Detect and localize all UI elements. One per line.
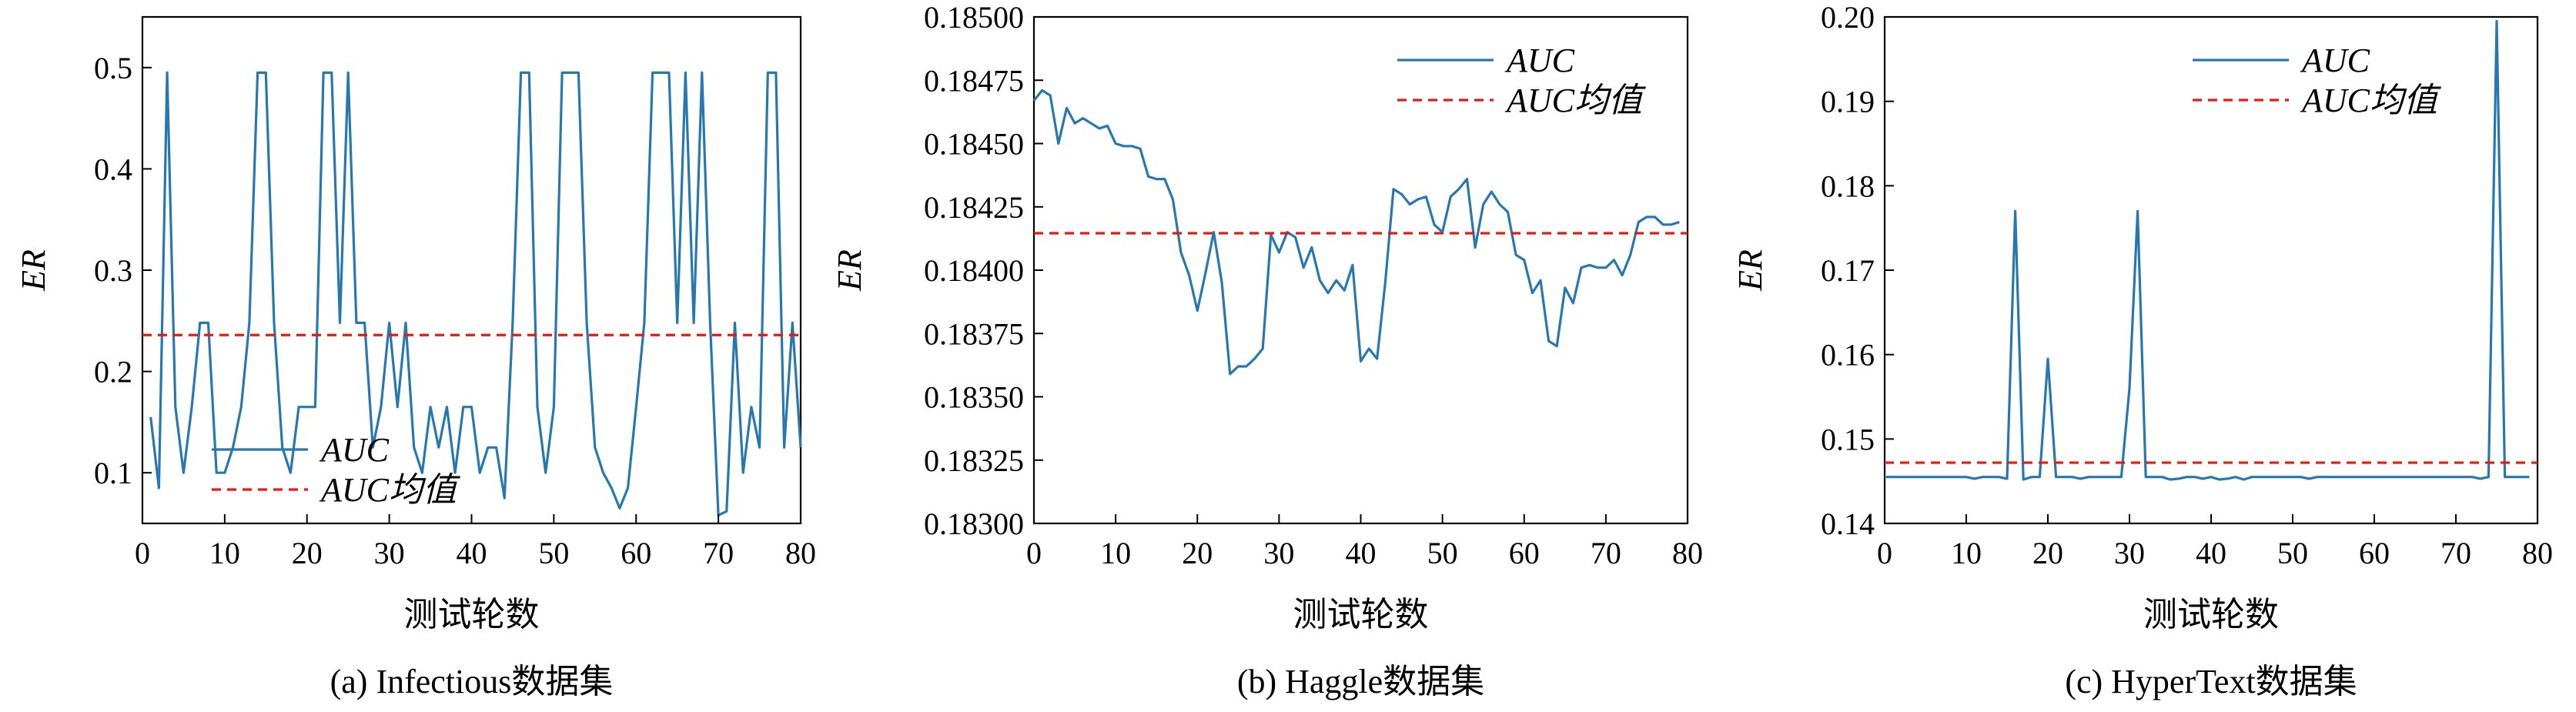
y-axis-label: ER — [15, 249, 52, 292]
y-tick-label: 0.16 — [1821, 338, 1875, 373]
y-tick-label: 0.17 — [1821, 253, 1875, 288]
legend-mean-label: AUC均值 — [1504, 82, 1646, 119]
x-tick-label: 60 — [1509, 536, 1540, 570]
auc-series-line — [149, 71, 802, 517]
y-tick-label: 0.18300 — [924, 506, 1024, 541]
x-tick-label: 70 — [703, 536, 734, 570]
legend-auc-label: AUC — [319, 431, 390, 469]
x-tick-label: 60 — [621, 536, 651, 570]
y-tick-label: 0.20 — [1821, 0, 1875, 35]
x-tick-label: 40 — [1346, 536, 1377, 570]
x-tick-label: 20 — [1182, 536, 1213, 570]
x-axis-label: 测试轮数 — [404, 596, 540, 633]
x-tick-label: 10 — [1100, 536, 1131, 570]
y-tick-label: 0.18400 — [924, 253, 1024, 288]
panel-caption: (c) HyperText数据集 — [2065, 663, 2357, 700]
panel-caption: (b) Haggle数据集 — [1237, 663, 1484, 700]
y-axis-label: ER — [1731, 249, 1769, 292]
x-tick-label: 10 — [1951, 536, 1982, 570]
x-tick-label: 80 — [1672, 536, 1703, 570]
x-tick-label: 60 — [2359, 536, 2390, 570]
chart-panel-a: 0 10 20 30 40 50 60 70 80 0.1 0.2 0.3 0.4 0.5 测试轮数 ER (a… — [15, 15, 816, 700]
x-tick-label: 10 — [209, 536, 240, 570]
y-tick-label: 0.18500 — [924, 0, 1024, 35]
y-tick-label: 0.18475 — [924, 63, 1024, 98]
x-tick-label: 80 — [785, 536, 816, 570]
x-tick-label: 40 — [457, 536, 487, 570]
x-tick-label: 0 — [1026, 536, 1042, 570]
x-tick-label: 30 — [2114, 536, 2145, 570]
legend-auc-label: AUC — [2300, 42, 2370, 79]
x-tick-label: 30 — [374, 536, 405, 570]
y-tick-label: 0.18325 — [924, 443, 1024, 478]
y-tick-label: 0.2 — [94, 355, 132, 389]
y-tick-label: 0.19 — [1821, 85, 1875, 119]
y-tick-label: 0.14 — [1821, 506, 1875, 541]
x-axis-label: 测试轮数 — [2143, 596, 2279, 633]
y-tick-label: 0.18425 — [924, 190, 1024, 225]
chart-panel-b: 0 10 20 30 40 50 60 70 80 0.18300 0.18325 0.18350 0.… — [831, 0, 1703, 700]
legend-mean-label: AUC均值 — [319, 471, 460, 509]
y-axis-label: ER — [831, 249, 868, 292]
panel-caption: (a) Infectious数据集 — [330, 663, 614, 700]
auc-series-line — [1032, 89, 1680, 376]
x-axis-label: 测试轮数 — [1293, 596, 1429, 633]
y-tick-label: 0.18375 — [924, 316, 1024, 351]
y-tick-label: 0.5 — [94, 51, 132, 85]
x-tick-label: 0 — [1877, 536, 1892, 570]
x-tick-label: 70 — [2441, 536, 2471, 570]
y-tick-label: 0.18350 — [924, 380, 1024, 415]
x-tick-label: 0 — [135, 536, 150, 570]
plot-frame — [1883, 15, 2539, 525]
x-tick-label: 50 — [538, 536, 569, 570]
chart-panel-c: 0 10 20 30 40 50 60 70 80 0.14 0.15 0.16 0.17 0.18 0.1… — [1731, 0, 2553, 700]
y-tick-label: 0.3 — [94, 253, 132, 288]
y-tick-label: 0.1 — [94, 456, 132, 490]
auc-series-line — [1885, 19, 2530, 481]
x-tick-label: 20 — [2032, 536, 2063, 570]
y-tick-label: 0.15 — [1821, 422, 1875, 456]
x-tick-label: 50 — [1427, 536, 1458, 570]
legend-mean-label: AUC均值 — [2300, 82, 2441, 119]
y-tick-label: 0.18450 — [924, 127, 1024, 162]
y-tick-label: 0.18 — [1821, 169, 1875, 203]
x-tick-label: 70 — [1591, 536, 1621, 570]
x-tick-label: 80 — [2522, 536, 2553, 570]
x-tick-label: 40 — [2196, 536, 2226, 570]
x-tick-label: 30 — [1263, 536, 1294, 570]
x-tick-label: 20 — [292, 536, 323, 570]
x-tick-label: 50 — [2277, 536, 2308, 570]
y-tick-label: 0.4 — [94, 152, 132, 186]
legend-auc-label: AUC — [1504, 42, 1575, 79]
